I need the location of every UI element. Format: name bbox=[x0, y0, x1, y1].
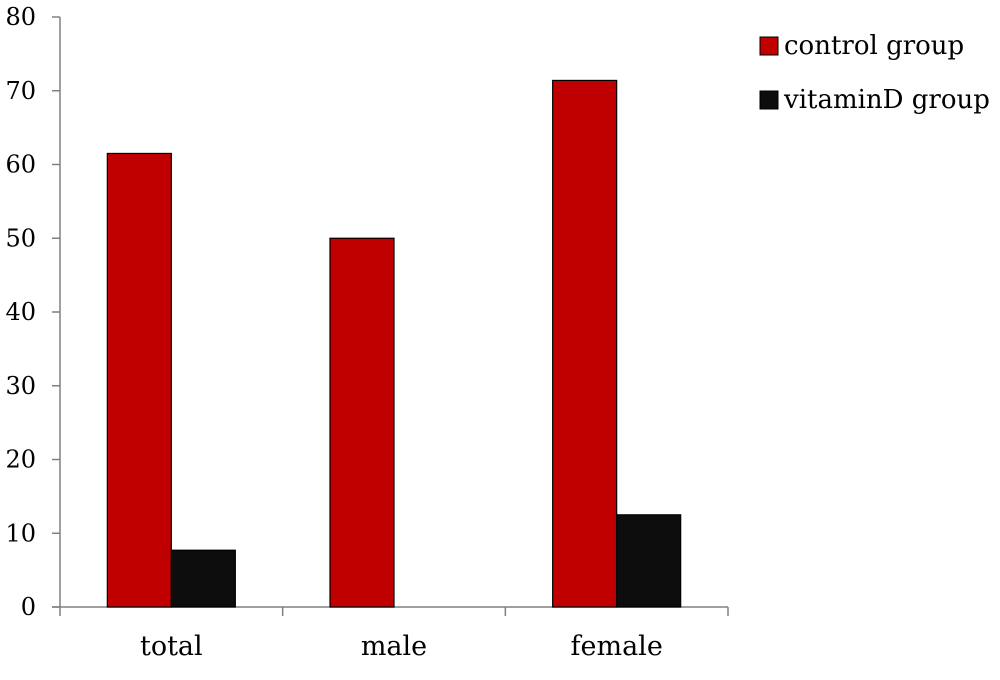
legend-swatch bbox=[759, 90, 779, 110]
legend: control group vitaminD group bbox=[759, 31, 990, 115]
bar-vitamind-group-total bbox=[170, 549, 236, 608]
bar-control-group-female bbox=[552, 79, 618, 608]
y-tick-label: 50 bbox=[5, 224, 36, 252]
y-tick-label: 0 bbox=[21, 593, 36, 621]
legend-label: vitaminD group bbox=[783, 85, 990, 115]
y-tick-label: 70 bbox=[5, 77, 36, 105]
y-tick-label: 30 bbox=[5, 372, 36, 400]
y-tick-label: 20 bbox=[5, 446, 36, 474]
x-category-label: female bbox=[571, 631, 663, 662]
legend-swatch bbox=[759, 36, 779, 56]
y-tick-label: 10 bbox=[5, 519, 36, 547]
legend-label: control group bbox=[784, 31, 964, 61]
bars-group bbox=[106, 79, 682, 608]
axes: 0 10 20 30 40 50 60 70 80 total male female bbox=[5, 3, 729, 662]
bar-control-group-male bbox=[329, 237, 395, 608]
y-tick-label: 60 bbox=[5, 151, 36, 179]
bar-vitamind-group-female bbox=[616, 514, 682, 608]
x-category-label: male bbox=[361, 631, 427, 662]
x-category-label: total bbox=[140, 631, 203, 662]
y-tick-label: 40 bbox=[5, 298, 36, 326]
y-tick-label: 80 bbox=[5, 3, 36, 31]
bar-control-group-total bbox=[106, 152, 172, 608]
